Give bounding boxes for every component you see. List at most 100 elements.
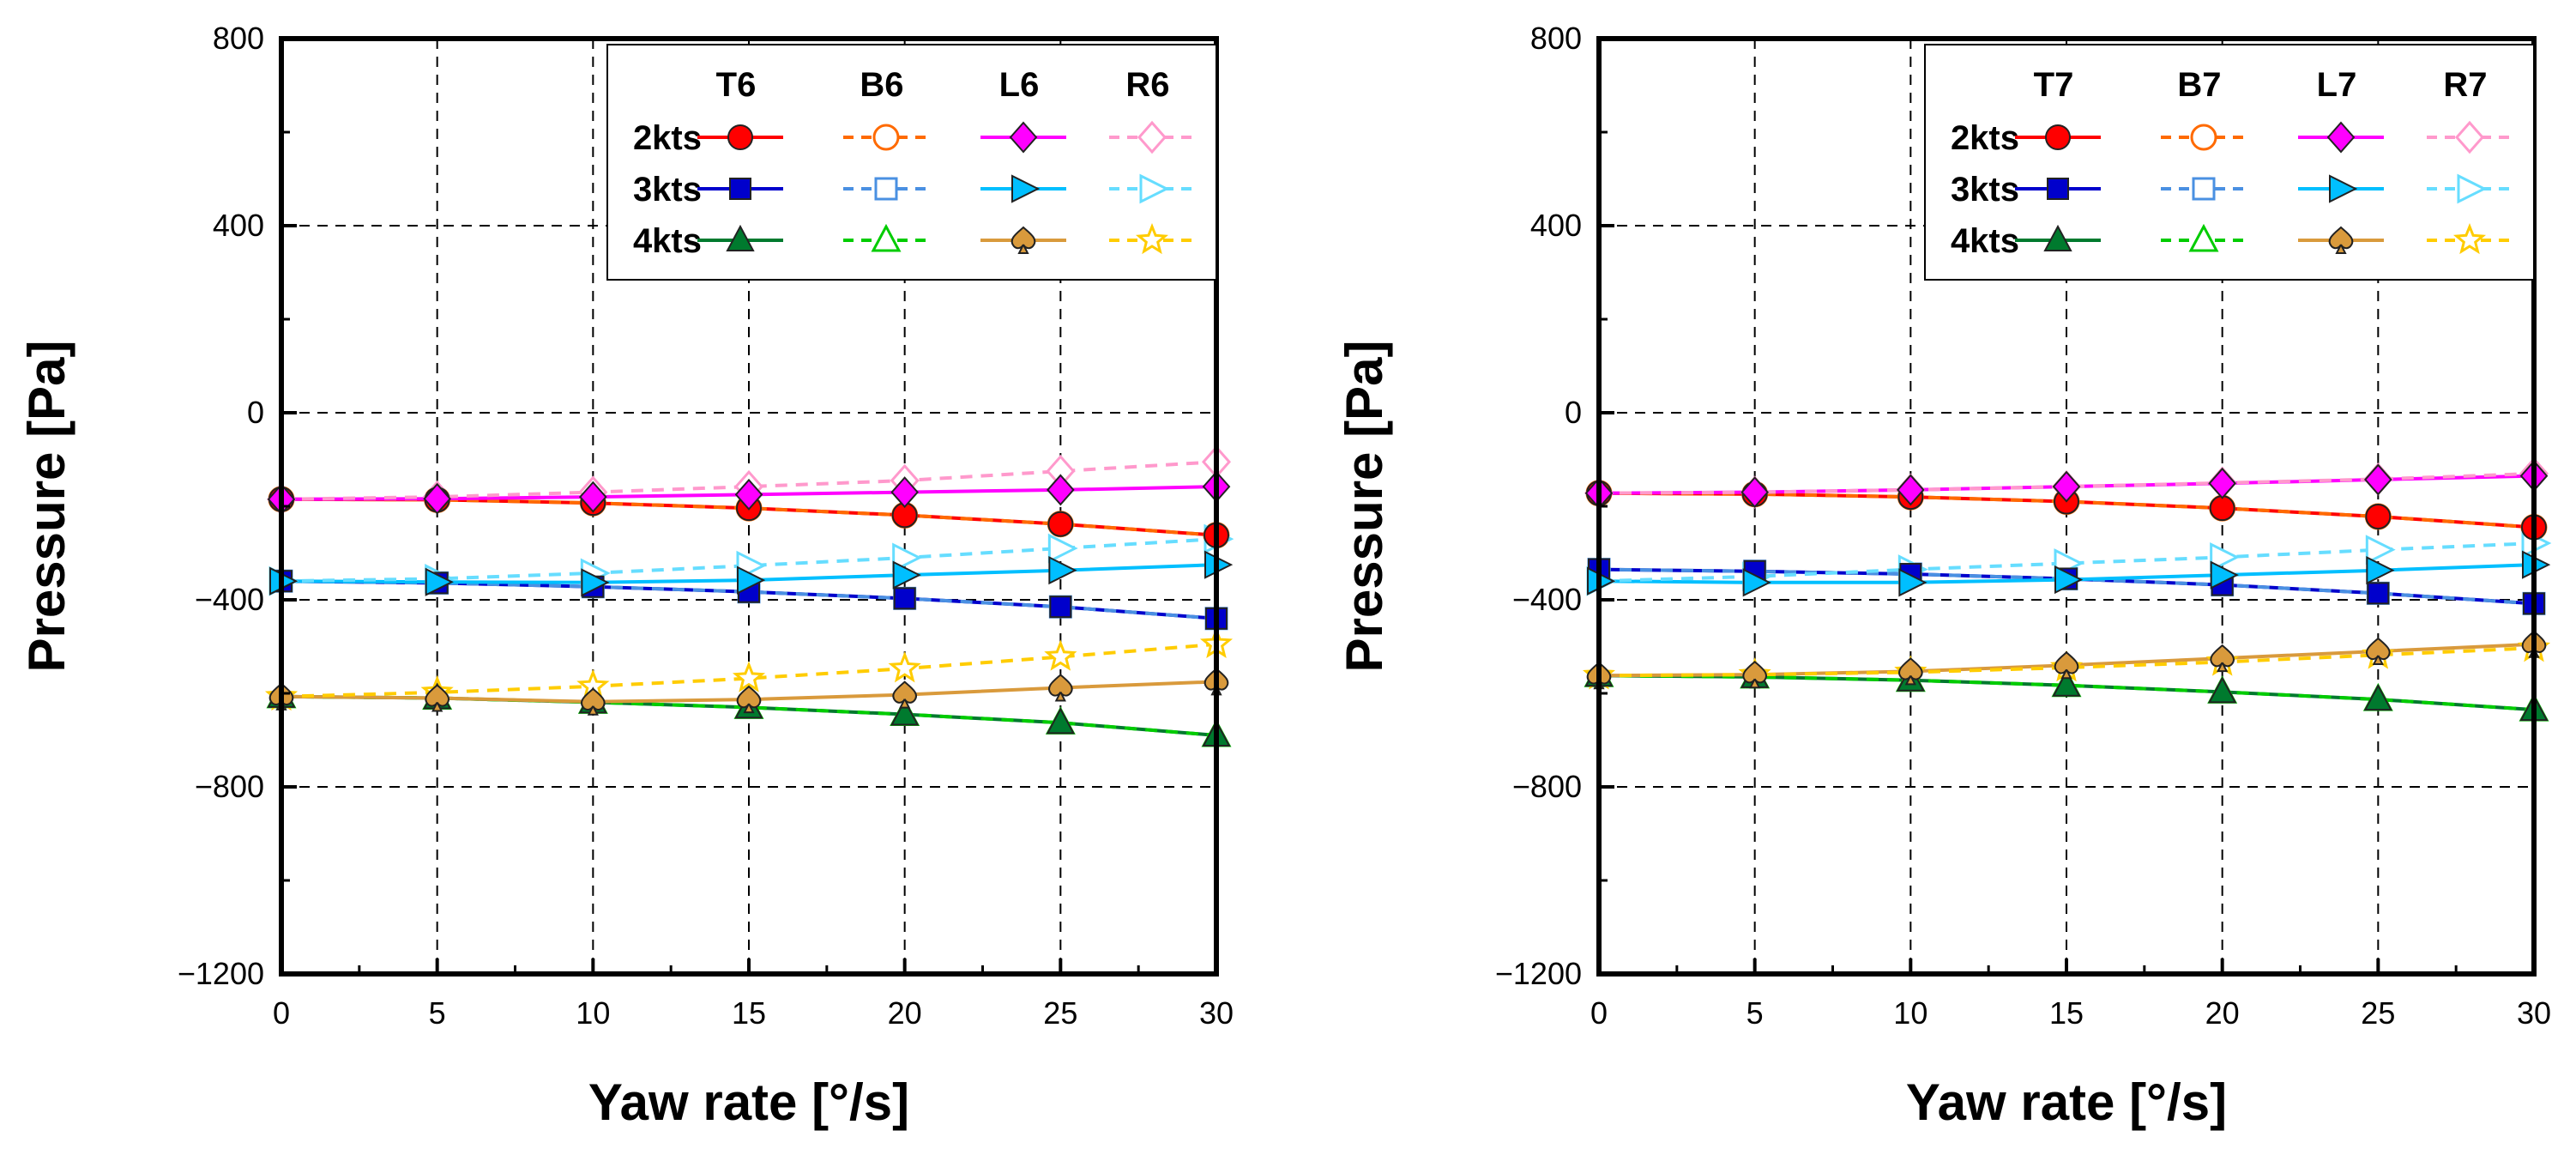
legend-marker [2329, 174, 2358, 203]
data-point-l7-2kts [2363, 463, 2392, 496]
chart-right: 0 5 10 15 20 25 30 800 400 0 −400 −800 −1200 Yaw rate… [1336, 21, 2552, 1131]
data-point-l6-2kts [578, 481, 607, 513]
x-tick-label: 0 [273, 995, 290, 1031]
legend-marker [2190, 124, 2217, 151]
legend-row-label: 3kts [1951, 171, 2019, 209]
y-tick-label: −800 [1512, 769, 1582, 804]
data-point-t7-4kts [2052, 669, 2081, 697]
legend-marker [2047, 178, 2069, 200]
y-tick-label: −800 [195, 769, 264, 804]
legend-row-label: 3kts [633, 171, 702, 209]
data-point-l7-2kts [2208, 467, 2237, 499]
data-point-r6-3kts [1047, 533, 1078, 564]
legend-column-label: L6 [999, 66, 1040, 104]
y-tick-label: −1200 [1495, 956, 1582, 991]
x-tick-label: 20 [2205, 995, 2240, 1031]
data-point-l6-4kts [1047, 674, 1073, 702]
x-axis-title: Yaw rate [°/s] [1906, 1073, 2227, 1131]
data-point-l6-3kts [581, 568, 610, 597]
y-axis-title: Pressure [Pa] [18, 341, 75, 673]
x-tick-label: 30 [2517, 995, 2551, 1031]
legend-marker [1010, 226, 1036, 254]
data-point-l7-4kts [2210, 644, 2235, 673]
tick-labels: 0 5 10 15 20 25 30 800 400 0 −400 −800 −1200 [1495, 21, 2551, 1031]
legend-marker [2452, 222, 2487, 255]
data-point-r6-3kts [892, 542, 923, 573]
data-point-l6-4kts [736, 685, 762, 714]
y-tick-label: 0 [1565, 395, 1582, 430]
data-point-t6-2kts [1047, 511, 1074, 537]
legend-column-label: L7 [2317, 66, 2357, 104]
legend-marker [2328, 226, 2354, 254]
legend: T7 B7 L7 R7 2kts 3kts 4kts [1924, 44, 2535, 281]
tick-labels: 0 5 10 15 20 25 30 800 400 0 −400 −800 −1200 [178, 21, 1234, 1031]
data-point-r7-3kts [2365, 535, 2396, 565]
series-markers [264, 444, 1234, 747]
data-point-l7-3kts [1742, 568, 1771, 597]
y-tick-label: −1200 [178, 956, 264, 991]
data-point-l6-3kts [1048, 556, 1077, 585]
legend-marker [726, 224, 755, 251]
data-point-t7-4kts [2363, 683, 2393, 711]
x-tick-label: 15 [732, 995, 766, 1031]
data-point-l6-2kts [423, 482, 452, 515]
x-tick-label: 5 [429, 995, 446, 1031]
data-point-l7-2kts [2052, 470, 2081, 503]
x-tick-label: 10 [1893, 995, 1927, 1031]
data-point-t6-3kts [893, 587, 916, 610]
x-tick-label: 25 [2361, 995, 2395, 1031]
x-tick-label: 0 [1590, 995, 1608, 1031]
data-point-l6-4kts [425, 684, 450, 712]
legend-row-label: 2kts [633, 119, 702, 157]
legend-marker [2454, 120, 2485, 154]
data-point-r7-3kts [2210, 541, 2241, 572]
chart-left: 0 5 10 15 20 25 30 800 400 0 −400 −800 −1200 Yaw rate… [18, 21, 1234, 1131]
data-point-t7-2kts [2209, 495, 2235, 522]
legend-marker [2045, 124, 2071, 150]
y-axis-title: Pressure [Pa] [1336, 341, 1393, 673]
data-point-t6-3kts [1049, 596, 1072, 619]
legend-marker [1139, 173, 1170, 204]
legend-row-label: 4kts [1951, 222, 2019, 260]
x-tick-label: 25 [1043, 995, 1077, 1031]
data-point-l7-3kts [1898, 568, 1927, 597]
legend-marker [872, 124, 900, 151]
legend-marker [2188, 223, 2219, 252]
legend-marker [1135, 222, 1169, 255]
y-tick-label: −400 [195, 582, 264, 617]
data-point-l6-2kts [890, 476, 920, 509]
data-point-r6-4kts [888, 651, 921, 683]
legend-marker [1137, 120, 1167, 154]
y-tick-label: 400 [1530, 208, 1582, 243]
data-point-l6-4kts [580, 687, 606, 716]
legend-column-label: B6 [860, 66, 903, 104]
data-point-l6-4kts [892, 680, 918, 709]
legend-column-label: T7 [2034, 66, 2074, 104]
data-point-l7-3kts [2054, 565, 2084, 595]
x-tick-label: 5 [1746, 995, 1764, 1031]
x-tick-label: 10 [576, 995, 610, 1031]
data-point-l7-4kts [1897, 657, 1923, 686]
data-point-l7-2kts [1896, 474, 1925, 506]
legend-marker [2326, 121, 2356, 154]
plot-frame [1596, 36, 2537, 977]
data-point-t6-4kts [890, 698, 920, 726]
data-point-l7-3kts [2210, 560, 2239, 590]
data-point-r6-4kts [732, 661, 766, 692]
legend-marker [871, 223, 902, 252]
x-tick-label: 20 [888, 995, 922, 1031]
data-point-l6-3kts [737, 565, 766, 595]
legend-marker [2043, 224, 2072, 251]
legend-row-label: 4kts [633, 222, 702, 260]
data-point-l6-3kts [892, 560, 921, 590]
legend-marker [1011, 174, 1041, 203]
legend-column-label: R7 [2443, 66, 2487, 104]
series-markers [1582, 457, 2552, 722]
legend-marker [1009, 121, 1038, 154]
data-point-t6-4kts [1046, 707, 1076, 735]
data-point-l7-4kts [2365, 637, 2391, 665]
data-point-l6-2kts [734, 478, 763, 511]
y-tick-label: 800 [213, 21, 264, 56]
legend-column-label: T6 [716, 66, 757, 104]
